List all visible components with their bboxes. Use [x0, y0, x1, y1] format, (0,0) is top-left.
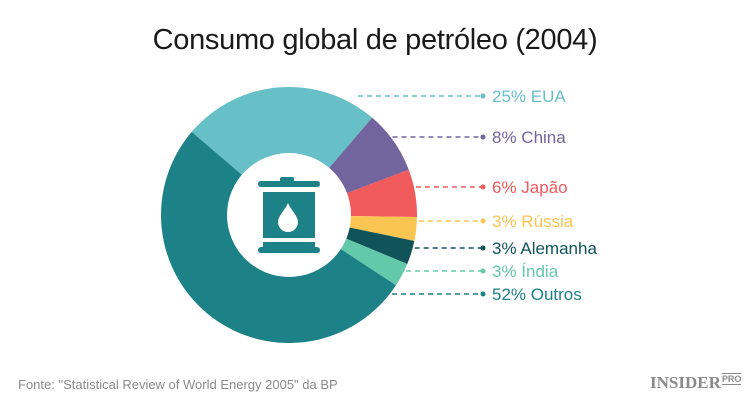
- slice-label-4: 3% Alemanha: [492, 239, 597, 258]
- slice-label-0: 25% EUA: [492, 87, 566, 106]
- slice-label-5: 3% Índia: [492, 262, 559, 281]
- oil-barrel-icon: [258, 177, 320, 253]
- leader-dot-1: [480, 134, 486, 140]
- leader-dot-4: [480, 245, 486, 251]
- slice-label-1: 8% China: [492, 128, 566, 147]
- leader-dot-5: [480, 268, 486, 274]
- chart-title: Consumo global de petróleo (2004): [152, 24, 598, 56]
- slice-label-2: 6% Japão: [492, 178, 568, 197]
- leader-dot-6: [480, 291, 486, 297]
- source-note: Fonte: "Statistical Review of World Ener…: [18, 377, 338, 392]
- insider-pro-logo: INSIDERPRO: [650, 373, 742, 392]
- leader-dot-0: [480, 93, 486, 99]
- leader-dot-3: [480, 218, 486, 224]
- slice-label-6: 52% Outros: [492, 285, 582, 304]
- slice-0: [191, 87, 373, 215]
- slice-label-3: 3% Rússia: [492, 212, 574, 231]
- leader-dot-2: [480, 184, 486, 190]
